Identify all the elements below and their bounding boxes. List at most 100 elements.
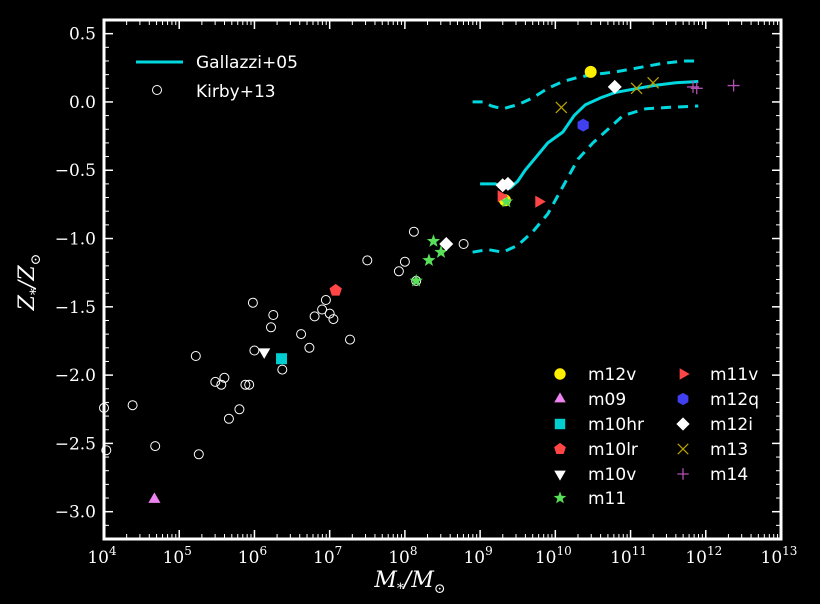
x-tick-label: 1013 xyxy=(761,544,798,568)
gallazzi-lower-line xyxy=(472,104,699,254)
kirby-point xyxy=(101,445,112,456)
y-tick-label: 0.0 xyxy=(69,93,96,113)
kirby-point xyxy=(277,364,288,375)
y-tick-label: −2.5 xyxy=(55,434,96,454)
legend-label-m13: m13 xyxy=(710,440,748,460)
kirby-point xyxy=(317,304,328,315)
legend-label-m11v: m11v xyxy=(710,365,758,385)
axis-ticks xyxy=(103,20,782,539)
kirby-point xyxy=(296,329,307,340)
legend-marker-kirby xyxy=(152,85,162,95)
sim-point-m11 xyxy=(434,245,448,258)
y-axis-label: Z*/Z⊙ xyxy=(15,254,44,312)
kirby-point xyxy=(393,266,404,277)
y-tick-label: −3.0 xyxy=(55,503,96,523)
kirby-point xyxy=(399,256,410,267)
legend-label-kirby: Kirby+13 xyxy=(196,82,276,102)
sim-point-m12q xyxy=(577,118,589,132)
y-tick-label: −1.0 xyxy=(55,230,96,250)
sim-legend: m12v m09 m10hr m10lr m10v m11 m11v m12q m12i m13 m… xyxy=(553,365,759,509)
kirby-point xyxy=(249,345,260,356)
sim-point-m13 xyxy=(647,76,660,89)
y-tick-label: −2.0 xyxy=(55,366,96,386)
kirby-point xyxy=(240,379,251,390)
legend-marker-m14 xyxy=(677,468,689,480)
legend-label-m12q: m12q xyxy=(710,390,759,410)
sim-point-m11 xyxy=(426,234,441,247)
legend-label-m10hr: m10hr xyxy=(588,415,644,435)
kirby-point xyxy=(210,376,221,387)
sim-point-m09 xyxy=(148,492,161,503)
y-tick-label: −1.5 xyxy=(55,298,96,318)
top-legend: Gallazzi+05 Kirby+13 xyxy=(136,53,298,102)
kirby-point xyxy=(362,255,373,266)
sim-point-m14 xyxy=(727,79,740,92)
kirby-point xyxy=(127,400,138,411)
sim-point-m11 xyxy=(422,253,436,267)
x-tick-label: 109 xyxy=(463,544,492,568)
x-tick-label: 105 xyxy=(163,544,192,568)
x-tick-label: 1012 xyxy=(685,544,722,568)
x-tick-labels: 104 105 106 107 108 109 1010 1011 1012 1013 xyxy=(87,544,797,568)
legend-marker-m10lr xyxy=(554,442,566,454)
kirby-point xyxy=(190,351,201,361)
sim-point-m13 xyxy=(555,101,568,114)
x-tick-label: 1010 xyxy=(535,544,572,568)
legend-label-m10v: m10v xyxy=(588,465,636,485)
kirby-point xyxy=(345,334,355,345)
sim-point-m11 xyxy=(409,273,423,287)
kirby-point xyxy=(324,308,335,319)
gallazzi-upper-line xyxy=(472,59,699,111)
y-tick-label: 0.5 xyxy=(69,25,96,45)
kirby-point xyxy=(216,379,227,390)
y-tick-label: −0.5 xyxy=(55,161,96,181)
legend-marker-m11 xyxy=(553,491,567,504)
sim-point-m10hr xyxy=(276,353,288,365)
sim-point-m12v xyxy=(584,65,597,78)
kirby-point xyxy=(320,295,331,305)
x-tick-label: 108 xyxy=(388,544,417,568)
kirby-point xyxy=(244,379,255,390)
legend-label-m11: m11 xyxy=(588,489,626,509)
kirby-point xyxy=(309,311,320,322)
sim-point-m14 xyxy=(690,82,703,95)
x-tick-label: 107 xyxy=(313,544,342,568)
legend-label-gallazzi: Gallazzi+05 xyxy=(196,53,298,73)
kirby-point xyxy=(193,449,204,460)
legend-label-m14: m14 xyxy=(710,465,748,485)
legend-marker-m13 xyxy=(677,443,689,455)
legend-label-m09: m09 xyxy=(588,390,626,410)
kirby-point xyxy=(223,413,234,424)
sim-point-m11v xyxy=(497,190,509,203)
sim-point-m12i xyxy=(439,236,454,251)
legend-marker-m10hr xyxy=(554,418,566,430)
legend-marker-m11v xyxy=(679,368,690,380)
legend-marker-m10v xyxy=(554,470,566,481)
kirby-point xyxy=(304,342,315,353)
kirby-point xyxy=(266,322,276,333)
kirby-point xyxy=(247,297,258,308)
sim-point-m12i xyxy=(500,176,515,191)
x-tick-label: 1011 xyxy=(610,544,647,568)
kirby-point xyxy=(458,239,469,249)
sim-point-m12i xyxy=(607,79,622,94)
kirby-point xyxy=(219,372,230,383)
sim-point-m13 xyxy=(630,82,643,95)
kirby-point xyxy=(408,226,419,237)
legend-marker-m09 xyxy=(554,392,566,403)
kirby-point xyxy=(150,441,161,452)
sim-point-m10lr xyxy=(329,283,342,296)
x-tick-label: 104 xyxy=(87,544,117,568)
legend-marker-m12q xyxy=(677,392,689,406)
sim-point-m10v xyxy=(258,348,271,359)
legend-label-m10lr: m10lr xyxy=(588,440,638,460)
x-axis-label: M*/M⊙ xyxy=(373,568,445,597)
legend-marker-m12v xyxy=(554,368,566,380)
plot-area xyxy=(99,59,740,503)
legend-marker-m12i xyxy=(676,417,690,431)
sim-point-m11v xyxy=(535,195,546,208)
legend-label-m12v: m12v xyxy=(588,365,636,385)
y-tick-labels: 0.5 0.0 −0.5 −1.0 −1.5 −2.0 −2.5 −3.0 xyxy=(55,25,96,523)
sim-point-m11 xyxy=(499,194,514,208)
